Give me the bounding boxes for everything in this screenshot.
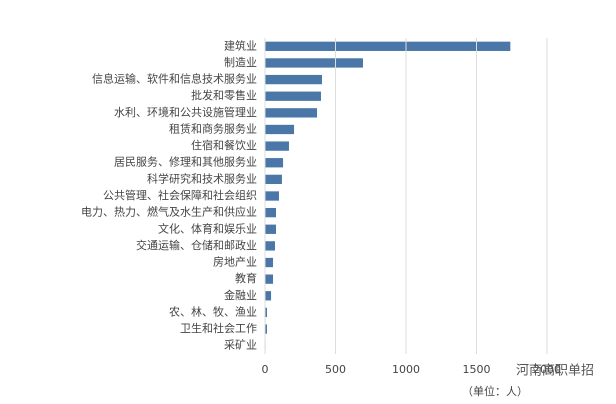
y-tick-label: 电力、热力、燃气及水生产和供应业 <box>81 205 257 219</box>
watermark: 河南高职单招 <box>516 363 594 379</box>
y-tick-label: 科学研究和技术服务业 <box>147 171 257 185</box>
bar <box>265 207 276 218</box>
y-tick-label: 卫生和社会工作 <box>180 321 257 335</box>
y-tick-label: 建筑业 <box>224 38 257 52</box>
x-tick-label: 2000 <box>533 363 561 376</box>
bar <box>265 58 363 68</box>
x-tick-label: 1000 <box>392 363 420 376</box>
bar <box>265 241 276 251</box>
y-tick-label: 采矿业 <box>224 339 257 352</box>
bar <box>265 91 321 101</box>
bar <box>265 41 511 51</box>
x-tick-label: 1500 <box>463 363 491 376</box>
y-tick-label: 文化、体育和娱乐业 <box>158 221 257 235</box>
bar <box>265 224 276 234</box>
y-tick-label: 居民服务、修理和其他服务业 <box>114 155 257 169</box>
bar <box>265 141 289 151</box>
y-tick-label: 农、林、牧、渔业 <box>169 304 257 318</box>
bar <box>265 191 279 201</box>
bar <box>265 257 274 268</box>
bar <box>265 291 272 301</box>
bar <box>265 124 295 135</box>
x-tick-label: 500 <box>325 363 346 376</box>
bar <box>265 108 318 118</box>
bar <box>265 158 284 168</box>
y-tick-label: 水利、环境和公共设施管理业 <box>114 105 257 119</box>
x-tick-label: 0 <box>262 363 269 376</box>
y-tick-label: 金融业 <box>224 288 257 302</box>
bar <box>265 74 322 85</box>
unit-label: （单位：人） <box>462 384 528 398</box>
y-tick-label: 教育 <box>235 271 257 285</box>
y-tick-label: 住宿和餐饮业 <box>191 138 257 152</box>
bar <box>265 307 267 318</box>
bar <box>265 174 282 185</box>
bar <box>265 274 274 284</box>
y-tick-label: 制造业 <box>224 55 257 69</box>
y-tick-label: 公共管理、社会保障和社会组织 <box>103 188 257 202</box>
y-tick-label: 信息运输、软件和信息技术服务业 <box>92 72 257 86</box>
y-tick-label: 交通运输、仓储和邮政业 <box>136 238 257 252</box>
y-tick-label: 批发和零售业 <box>191 88 257 102</box>
y-tick-label: 租赁和商务服务业 <box>169 121 257 135</box>
y-tick-label: 房地产业 <box>213 255 257 269</box>
bar <box>265 324 267 334</box>
